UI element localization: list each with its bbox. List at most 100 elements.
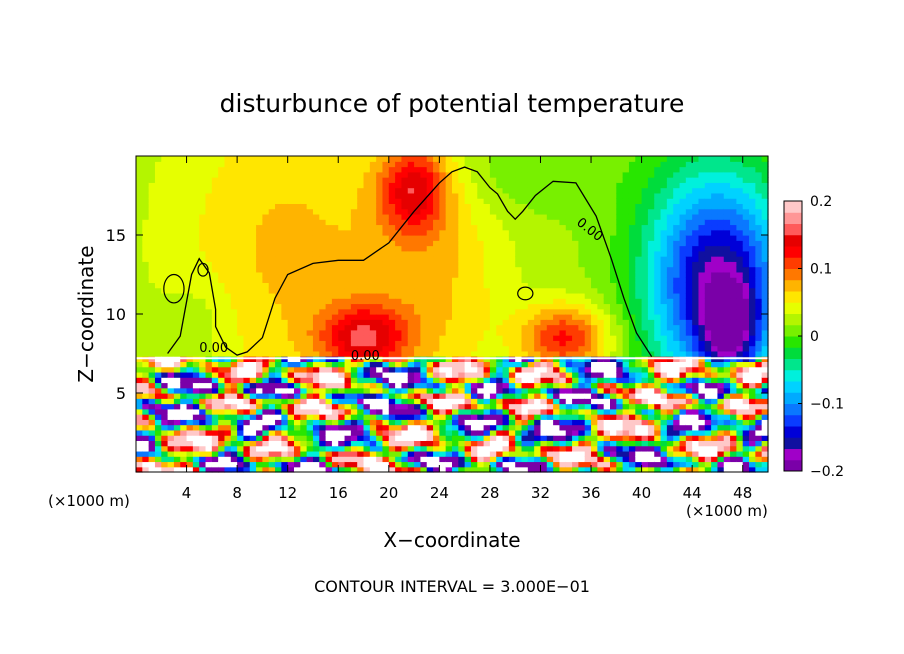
field-cell [275,414,282,420]
field-cell [439,182,447,189]
field-cell [641,371,649,378]
field-cell [148,319,156,326]
field-cell [603,429,611,436]
field-cell [331,208,339,215]
field-cell [553,224,561,231]
field-cell [281,292,289,299]
field-cell [647,445,655,452]
field-cell [148,366,156,373]
field-cell [382,450,390,457]
field-cell [489,192,497,199]
field-cell [565,308,573,315]
field-cell [256,245,263,252]
field-cell [154,445,162,452]
field-cell [287,277,295,283]
field-cell [237,303,245,310]
field-cell [180,377,188,384]
field-cell [527,171,535,178]
field-cell [508,166,516,173]
field-cell [489,371,497,378]
field-cell [610,340,617,347]
field-cell [420,403,428,410]
field-cell [173,435,181,441]
field-cell [641,266,649,273]
field-cell [559,314,567,320]
field-cell [641,350,649,357]
field-cell [243,213,251,220]
field-cell [192,166,200,173]
field-cell [243,187,251,194]
field-cell [338,245,346,252]
field-cell [350,250,358,257]
field-cell [344,329,352,336]
field-cell [192,398,200,405]
field-cell [300,324,308,331]
field-cell [180,414,188,420]
field-cell [256,266,263,273]
field-cell [426,414,434,420]
field-cell [388,366,396,373]
field-cell [622,419,630,426]
field-cell [369,171,377,178]
field-cell [433,292,440,299]
field-cell [294,319,301,326]
field-cell [319,393,327,399]
field-cell [312,382,320,389]
field-cell [369,256,377,262]
field-cell [211,161,219,168]
field-cell [395,187,403,194]
field-cell [477,271,485,278]
field-cell [565,282,573,289]
field-cell [610,345,617,352]
field-cell [161,350,169,357]
field-cell [565,266,573,273]
field-cell [540,424,548,431]
field-cell [559,245,567,252]
field-cell [622,161,630,168]
field-cell [211,240,219,247]
field-cell [628,419,636,426]
field-cell [154,192,162,199]
field-cell [192,192,200,199]
field-cell [464,382,472,389]
field-cell [249,213,257,220]
field-cell [628,171,636,178]
field-cell [502,235,510,241]
field-cell [312,324,320,331]
field-cell [344,398,352,405]
field-cell [180,387,188,394]
field-cell [154,198,162,204]
field-cell [591,187,598,194]
field-cell [161,161,169,168]
field-cell [578,303,586,310]
field-cell [483,456,491,463]
field-cell [331,382,339,389]
field-cell [489,298,497,305]
field-cell [452,414,459,420]
field-cell [565,445,573,452]
field-cell [521,414,529,420]
field-cell [578,282,586,289]
field-cell [660,398,668,405]
field-cell [300,182,308,189]
field-cell [508,398,516,405]
field-cell [470,366,478,373]
field-cell [578,229,586,236]
field-cell [641,308,649,315]
field-cell [572,345,579,352]
field-cell [635,398,643,405]
field-cell [628,445,636,452]
field-cell [331,256,339,262]
field-cell [540,466,548,473]
field-cell [249,366,257,373]
field-cell [553,398,561,405]
field-cell [635,361,643,368]
field-cell [654,408,662,415]
field-cell [502,419,510,426]
field-cell [319,308,327,315]
field-cell [407,245,415,252]
field-cell [243,266,251,273]
field-cell [420,419,428,426]
field-cell [186,461,194,468]
field-cell [331,440,339,447]
